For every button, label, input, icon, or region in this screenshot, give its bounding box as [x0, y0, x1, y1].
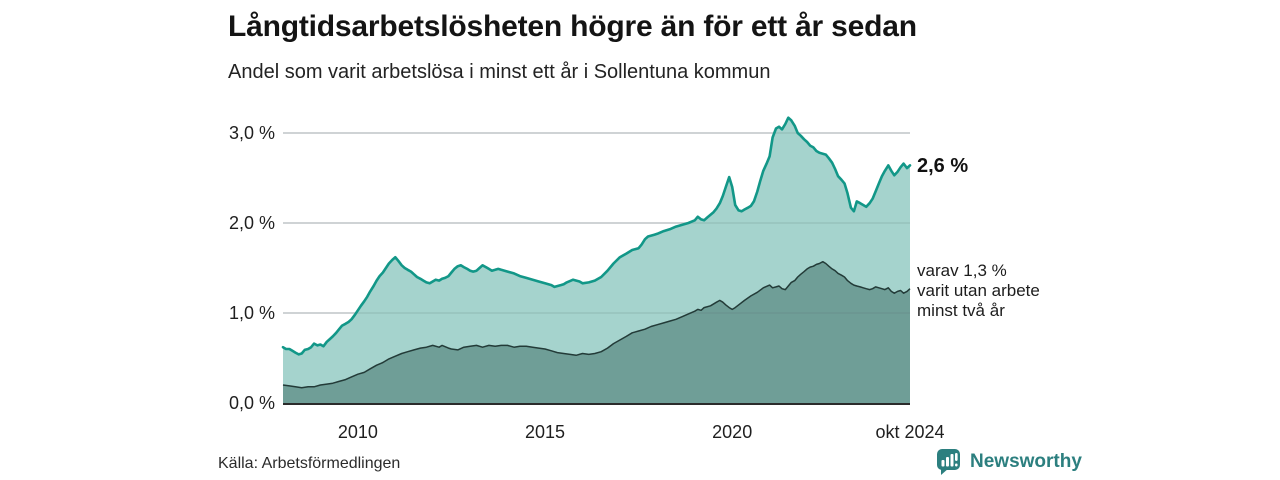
page-title: Långtidsarbetslösheten högre än för ett …: [228, 10, 917, 43]
x-axis-label: okt 2024: [875, 422, 945, 442]
y-axis-label: 2,0 %: [228, 213, 275, 233]
x-axis-label: 2015: [524, 422, 566, 442]
brand-name: Newsworthy: [970, 451, 1082, 472]
series-end-label-total: 2,6 %: [917, 155, 969, 177]
line-total: [281, 116, 912, 356]
series-end-label-dark-line1: varav 1,3 %: [917, 261, 1007, 280]
line-two-years: [282, 260, 911, 389]
chart-subtitle: Andel som varit arbetslösa i minst ett å…: [228, 61, 771, 83]
source-credit: Källa: Arbetsförmedlingen: [218, 455, 401, 472]
x-axis-label: 2010: [337, 422, 378, 442]
x-axis-label: 2020: [712, 422, 753, 442]
area-two-years: [283, 261, 910, 403]
y-axis-label: 3,0 %: [228, 123, 275, 143]
newsworthy-logo-icon: [937, 449, 960, 475]
y-axis-label: 0,0 %: [228, 393, 275, 413]
brand-lockup: Newsworthy: [936, 448, 1082, 476]
series-end-label-dark: varav 1,3 % varit utan arbete minst två …: [917, 261, 1040, 321]
series-end-label-dark-line2: varit utan arbete: [917, 281, 1040, 300]
y-axis-label: 1,0 %: [228, 303, 275, 323]
series-end-label-dark-line3: minst två år: [917, 301, 1005, 320]
